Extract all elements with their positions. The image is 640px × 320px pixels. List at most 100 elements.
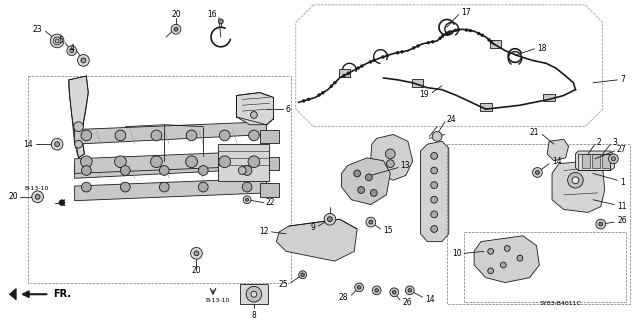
Circle shape <box>75 140 83 148</box>
Circle shape <box>53 37 61 45</box>
Text: FR.: FR. <box>53 289 71 299</box>
Text: 17: 17 <box>461 8 471 17</box>
Circle shape <box>360 65 364 68</box>
Circle shape <box>347 72 350 75</box>
Circle shape <box>536 171 540 174</box>
Circle shape <box>317 94 321 97</box>
Polygon shape <box>75 178 267 201</box>
Bar <box>592 154 600 168</box>
Text: B-13-10: B-13-10 <box>24 186 49 190</box>
Text: 9: 9 <box>310 223 316 233</box>
Circle shape <box>333 81 337 84</box>
Circle shape <box>328 217 332 222</box>
Polygon shape <box>276 219 357 261</box>
Circle shape <box>390 288 399 297</box>
Circle shape <box>371 189 377 196</box>
Circle shape <box>51 138 63 150</box>
Bar <box>339 69 350 77</box>
Circle shape <box>330 85 333 88</box>
Text: 15: 15 <box>383 227 393 236</box>
Circle shape <box>219 156 230 168</box>
Circle shape <box>457 28 460 31</box>
Text: 22: 22 <box>266 198 275 207</box>
Circle shape <box>439 37 442 40</box>
Bar <box>218 144 269 181</box>
Text: 24: 24 <box>447 115 456 124</box>
Circle shape <box>381 56 385 59</box>
Circle shape <box>159 182 169 192</box>
Circle shape <box>448 31 451 34</box>
Circle shape <box>417 44 420 47</box>
Circle shape <box>302 100 305 102</box>
Circle shape <box>490 40 493 43</box>
Circle shape <box>194 251 199 256</box>
Polygon shape <box>575 151 614 171</box>
Circle shape <box>431 196 438 203</box>
Text: 8: 8 <box>252 311 256 320</box>
Circle shape <box>250 112 257 118</box>
Text: 25: 25 <box>278 280 288 289</box>
Circle shape <box>243 196 251 204</box>
Circle shape <box>246 286 262 302</box>
Circle shape <box>465 28 468 31</box>
Text: 13: 13 <box>400 161 410 170</box>
Circle shape <box>299 271 307 279</box>
Circle shape <box>186 130 197 141</box>
Circle shape <box>174 27 178 31</box>
Bar <box>490 40 501 48</box>
Circle shape <box>401 50 403 53</box>
Circle shape <box>220 130 230 141</box>
Circle shape <box>115 156 126 168</box>
Circle shape <box>321 91 324 94</box>
Circle shape <box>191 247 202 259</box>
Polygon shape <box>236 92 273 125</box>
Circle shape <box>431 226 438 232</box>
Circle shape <box>355 283 364 292</box>
Text: 5: 5 <box>58 36 63 45</box>
Text: 19: 19 <box>420 90 429 99</box>
Circle shape <box>408 289 412 292</box>
Circle shape <box>609 154 618 164</box>
Circle shape <box>396 51 399 54</box>
Circle shape <box>504 245 510 252</box>
Bar <box>260 130 279 143</box>
Circle shape <box>477 32 480 35</box>
Circle shape <box>596 219 605 229</box>
Circle shape <box>307 98 310 101</box>
Circle shape <box>70 49 74 52</box>
Circle shape <box>611 157 616 161</box>
Circle shape <box>171 24 181 34</box>
Circle shape <box>386 54 389 57</box>
Circle shape <box>238 167 246 174</box>
Circle shape <box>488 38 490 41</box>
Circle shape <box>81 166 92 175</box>
Text: 20: 20 <box>191 266 201 275</box>
Circle shape <box>248 156 260 168</box>
Circle shape <box>481 34 484 37</box>
Circle shape <box>500 262 506 268</box>
Circle shape <box>488 268 493 274</box>
Circle shape <box>301 273 305 276</box>
Text: 14: 14 <box>426 295 435 304</box>
Circle shape <box>372 286 381 295</box>
Circle shape <box>488 248 493 254</box>
Bar <box>543 93 555 101</box>
Polygon shape <box>371 134 413 180</box>
Circle shape <box>369 220 372 224</box>
Circle shape <box>572 177 579 184</box>
Polygon shape <box>420 141 449 242</box>
Circle shape <box>375 289 378 292</box>
Circle shape <box>357 286 361 289</box>
Circle shape <box>150 156 163 168</box>
Circle shape <box>431 211 438 218</box>
Polygon shape <box>474 236 540 283</box>
Circle shape <box>198 182 208 192</box>
Circle shape <box>366 217 376 227</box>
Circle shape <box>431 40 434 43</box>
Text: 2: 2 <box>597 138 602 147</box>
Circle shape <box>431 152 438 159</box>
Text: 7: 7 <box>620 76 625 84</box>
Text: 20: 20 <box>171 10 180 19</box>
Text: 28: 28 <box>339 293 348 302</box>
Circle shape <box>469 29 472 32</box>
